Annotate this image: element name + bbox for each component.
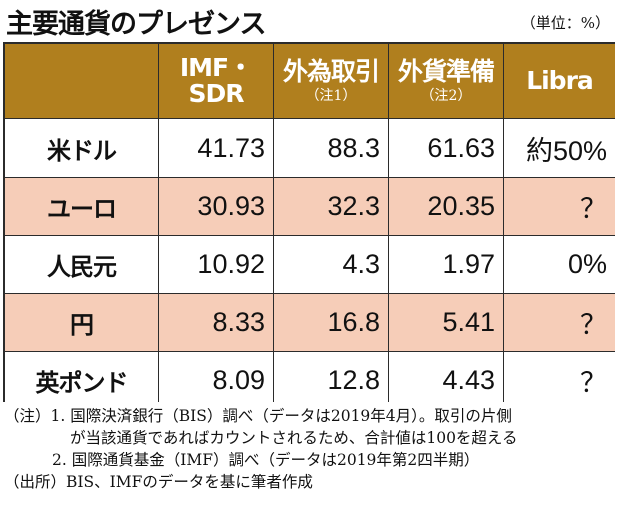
table-cell: 41.73 [159, 119, 273, 177]
table-cell: 12.8 [274, 352, 388, 409]
table-cell: 4.43 [389, 352, 503, 409]
table-cell: 32.3 [274, 178, 388, 235]
table-cell: 10.92 [159, 236, 273, 293]
header-fx-reserves: 外貨準備 （注2） [389, 44, 503, 118]
table-cell: 30.93 [159, 178, 273, 235]
header-libra: Libra [504, 44, 615, 118]
chart-title: 主要通貨のプレゼンス [6, 2, 265, 41]
table-cell: 1.97 [389, 236, 503, 293]
currency-name: 英ポンド [5, 352, 158, 409]
footnote-1: （注）1. 国際決済銀行（BIS）調べ（データは2019年4月）。取引の片側 [4, 405, 614, 427]
footnote-2: 2. 国際通貨基金（IMF）調べ（データは2019年第2四半期） [4, 449, 614, 471]
table-cell: 20.35 [389, 178, 503, 235]
header-label: IMF・ [180, 55, 252, 81]
footnote-1-continued: が当該通貨であればカウントされるため、合計値は100を超える [4, 427, 614, 449]
table-cell: ？ [504, 294, 615, 351]
header-label-line2: SDR [188, 81, 243, 107]
table-cell: 4.3 [274, 236, 388, 293]
table-cell: 8.09 [159, 352, 273, 409]
currency-table: IMF・ SDR 外為取引 （注1） 外貨準備 （注2） Libra 米ドル 4… [3, 42, 615, 402]
table-cell: 8.33 [159, 294, 273, 351]
table-cell: 5.41 [389, 294, 503, 351]
currency-name: 米ドル [5, 119, 158, 177]
unit-label: （単位：%） [521, 12, 610, 33]
table-cell: ？ [504, 352, 615, 409]
table-cell: 88.3 [274, 119, 388, 177]
header-label: 外為取引 [283, 59, 379, 85]
footnotes: （注）1. 国際決済銀行（BIS）調べ（データは2019年4月）。取引の片側 が… [4, 405, 614, 493]
currency-name: ユーロ [5, 178, 158, 235]
header-corner [5, 44, 158, 118]
header-note: （注2） [421, 89, 472, 104]
currency-name: 円 [5, 294, 158, 351]
table-cell: 約50% [504, 119, 615, 177]
header-imf-sdr: IMF・ SDR [159, 44, 273, 118]
table-cell: 16.8 [274, 294, 388, 351]
source-note: （出所）BIS、IMFのデータを基に筆者作成 [4, 471, 614, 493]
table-cell: 61.63 [389, 119, 503, 177]
table-cell: 0% [504, 236, 615, 293]
header-label: Libra [526, 68, 593, 94]
header-label: 外貨準備 [398, 59, 494, 85]
header-fx-trading: 外為取引 （注1） [274, 44, 388, 118]
table-cell: ？ [504, 178, 615, 235]
header-note: （注1） [306, 89, 357, 104]
currency-name: 人民元 [5, 236, 158, 293]
